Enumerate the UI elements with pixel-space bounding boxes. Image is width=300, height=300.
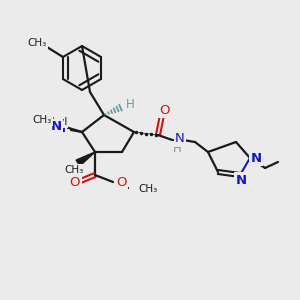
Text: N: N	[54, 122, 66, 136]
Text: CH₃: CH₃	[138, 184, 157, 194]
Text: H: H	[126, 98, 134, 112]
Text: O: O	[160, 103, 170, 116]
Text: O: O	[70, 176, 80, 190]
Text: CH₃: CH₃	[32, 115, 52, 125]
Text: CH₃: CH₃	[27, 38, 46, 48]
Text: N: N	[50, 121, 62, 134]
Text: N: N	[250, 152, 262, 164]
Text: H: H	[172, 142, 182, 155]
Text: CH₃: CH₃	[64, 165, 84, 175]
Text: O: O	[116, 176, 127, 190]
Text: N: N	[236, 173, 247, 187]
Text: N: N	[175, 133, 185, 146]
Polygon shape	[76, 152, 95, 166]
Text: methyl: methyl	[31, 117, 67, 127]
